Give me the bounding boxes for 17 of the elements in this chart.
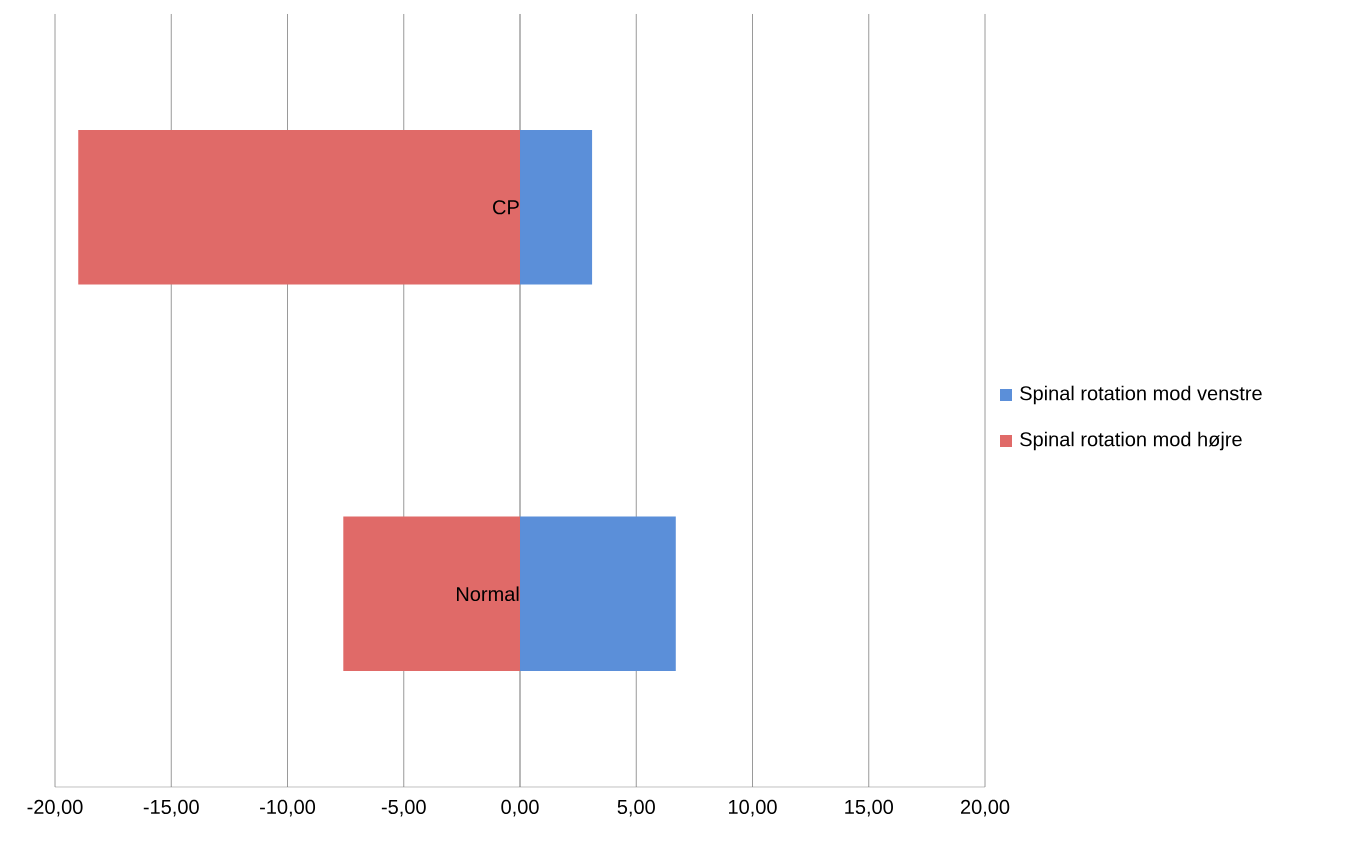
legend-label: Spinal rotation mod venstre: [1020, 385, 1262, 405]
x-tick-label: 0,00: [501, 799, 539, 817]
x-tick-label: -20,00: [27, 799, 83, 817]
x-tick-label: -5,00: [381, 799, 426, 817]
x-tick-label: 15,00: [845, 799, 893, 817]
legend-label: Spinal rotation mod højre: [1020, 431, 1242, 451]
bar: [343, 516, 521, 672]
y-tick-label: Normal: [457, 586, 519, 602]
x-tick-label: 20,00: [960, 799, 1010, 817]
bar: [520, 129, 593, 285]
bar: [78, 129, 521, 285]
x-tick-label: -15,00: [143, 799, 199, 817]
x-tick-label: -10,00: [260, 799, 316, 817]
x-tick-label: 5,00: [617, 799, 655, 817]
y-tick-label: CP: [493, 200, 519, 215]
x-tick-label: 10,00: [729, 799, 777, 817]
bar: [520, 516, 676, 672]
